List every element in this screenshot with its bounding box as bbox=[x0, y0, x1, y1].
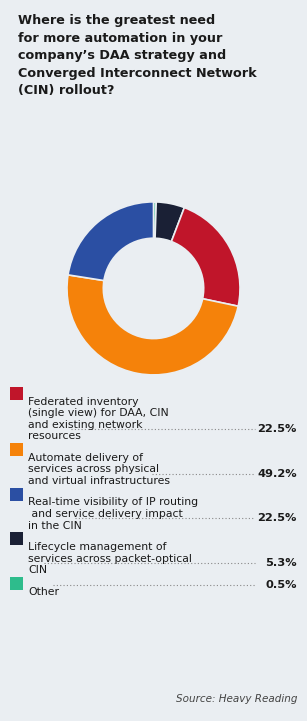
Text: Source: Heavy Reading: Source: Heavy Reading bbox=[176, 694, 298, 704]
Bar bbox=[10, 487, 23, 500]
Bar bbox=[10, 577, 23, 590]
Wedge shape bbox=[67, 275, 238, 375]
Text: in the CIN: in the CIN bbox=[28, 521, 82, 531]
Text: Other: Other bbox=[28, 587, 59, 596]
Text: 49.2%: 49.2% bbox=[257, 469, 297, 479]
Text: Real-time visibility of IP routing: Real-time visibility of IP routing bbox=[28, 497, 198, 508]
Text: and service delivery impact: and service delivery impact bbox=[28, 509, 183, 519]
Text: Where is the greatest need
for more automation in your
company’s DAA strategy an: Where is the greatest need for more auto… bbox=[18, 14, 257, 97]
Bar bbox=[10, 387, 23, 400]
Text: and existing network: and existing network bbox=[28, 420, 142, 430]
Text: services across packet-optical: services across packet-optical bbox=[28, 554, 192, 564]
Wedge shape bbox=[154, 202, 156, 238]
Wedge shape bbox=[68, 202, 154, 280]
Wedge shape bbox=[171, 208, 240, 306]
Text: 0.5%: 0.5% bbox=[266, 580, 297, 590]
Text: Automate delivery of: Automate delivery of bbox=[28, 453, 143, 463]
Bar bbox=[10, 532, 23, 545]
Text: 22.5%: 22.5% bbox=[258, 513, 297, 523]
Text: services across physical: services across physical bbox=[28, 464, 159, 474]
Text: resources: resources bbox=[28, 431, 81, 441]
Text: Federated inventory: Federated inventory bbox=[28, 397, 138, 407]
Text: 5.3%: 5.3% bbox=[265, 558, 297, 568]
Text: (single view) for DAA, CIN: (single view) for DAA, CIN bbox=[28, 408, 169, 418]
Wedge shape bbox=[155, 202, 184, 242]
Text: Lifecycle management of: Lifecycle management of bbox=[28, 542, 166, 552]
Bar bbox=[10, 443, 23, 456]
Text: and virtual infrastructures: and virtual infrastructures bbox=[28, 476, 170, 486]
Text: CIN: CIN bbox=[28, 565, 47, 575]
Text: 22.5%: 22.5% bbox=[258, 425, 297, 435]
